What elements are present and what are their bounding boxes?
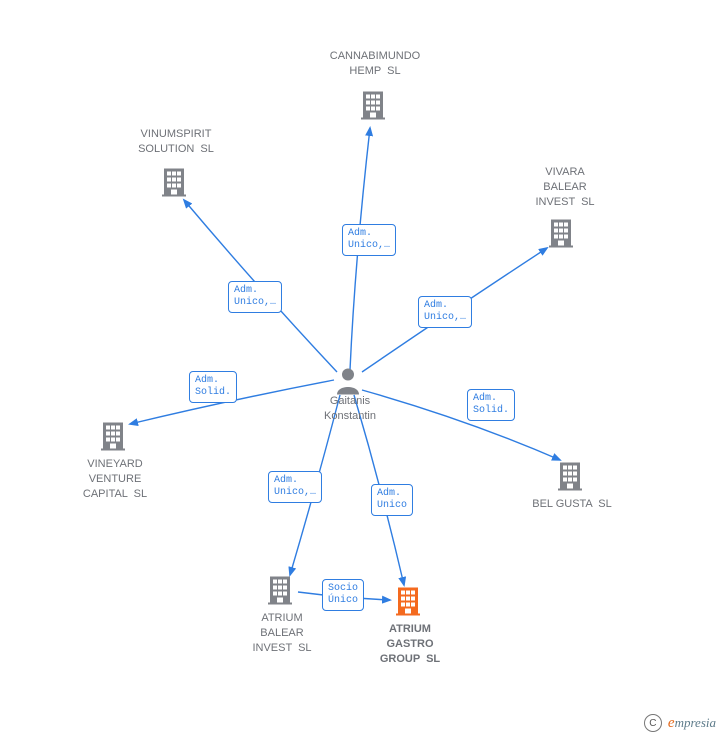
network-diagram: Gaitanis KonstantinCANNABIMUNDO HEMP SLV… — [0, 0, 728, 740]
building-icon-vivara[interactable] — [545, 216, 577, 253]
person-icon[interactable] — [334, 367, 362, 400]
node-label-vivara: VIVARA BALEAR INVEST SL — [510, 165, 620, 210]
edge-label: Adm. Unico,… — [268, 471, 322, 503]
building-icon-cannabimundo[interactable] — [357, 88, 389, 125]
building-icon-vinumspirit[interactable] — [158, 165, 190, 202]
edge-label: Adm. Solid. — [467, 389, 515, 421]
building-icon-atriumgastro[interactable] — [392, 584, 424, 621]
node-label-vineyard: VINEYARD VENTURE CAPITAL SL — [60, 457, 170, 502]
node-label-vinumspirit: VINUMSPIRIT SOLUTION SL — [121, 127, 231, 157]
node-label-atriumgastro: ATRIUM GASTRO GROUP SL — [355, 622, 465, 667]
node-label-belgusta: BEL GUSTA SL — [517, 497, 627, 512]
edge-person-belgusta — [362, 390, 560, 460]
node-label-cannabimundo: CANNABIMUNDO HEMP SL — [320, 49, 430, 79]
brand-name: empresia — [668, 715, 716, 732]
edge-label: Adm. Unico,… — [418, 296, 472, 328]
building-icon-atriumbalear[interactable] — [264, 573, 296, 610]
edge-label: Adm. Unico,… — [342, 224, 396, 256]
edge-label: Adm. Unico,… — [228, 281, 282, 313]
edge-label: Socio Único — [322, 579, 364, 611]
watermark: C empresia — [644, 714, 716, 732]
building-icon-vineyard[interactable] — [97, 419, 129, 456]
copyright-icon: C — [644, 714, 662, 732]
edge-label: Adm. Solid. — [189, 371, 237, 403]
edge-label: Adm. Unico — [371, 484, 413, 516]
building-icon-belgusta[interactable] — [554, 459, 586, 496]
node-label-atriumbalear: ATRIUM BALEAR INVEST SL — [227, 611, 337, 656]
